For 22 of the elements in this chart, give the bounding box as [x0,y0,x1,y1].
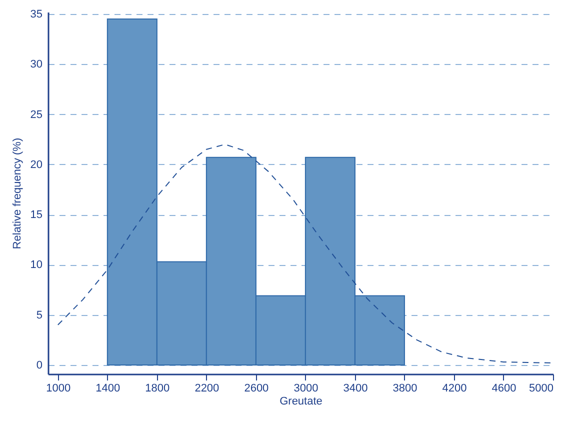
line-series [57,144,553,364]
x-tick-label: 1800 [145,382,170,394]
x-tick-label: 1400 [96,382,120,394]
x-tick-label: 4600 [492,382,516,394]
y-tick-label: 35 [30,8,42,21]
x-tick-label: 3800 [392,382,418,394]
y-tick-label: 5 [36,309,42,322]
x-tick-label: 2600 [244,382,269,394]
y-tick-label: 20 [30,158,42,171]
y-tick-label: 0 [36,359,42,372]
y-tick-label: 10 [30,259,42,272]
y-tick-label: 25 [30,108,42,121]
y-tick-label: 15 [30,209,42,222]
x-tick-label: 2200 [194,382,220,394]
x-tick-label: 4200 [442,382,467,394]
x-tick-label: 5000 [529,382,554,394]
y-axis-title: Relative frequency (%) [11,138,24,250]
x-tick-label: 3000 [294,382,318,394]
x-axis-title: Greutate [280,396,322,408]
x-tick-label: 1000 [46,382,71,394]
y-tick-label: 30 [30,58,42,71]
x-tick-label: 3400 [343,382,368,394]
